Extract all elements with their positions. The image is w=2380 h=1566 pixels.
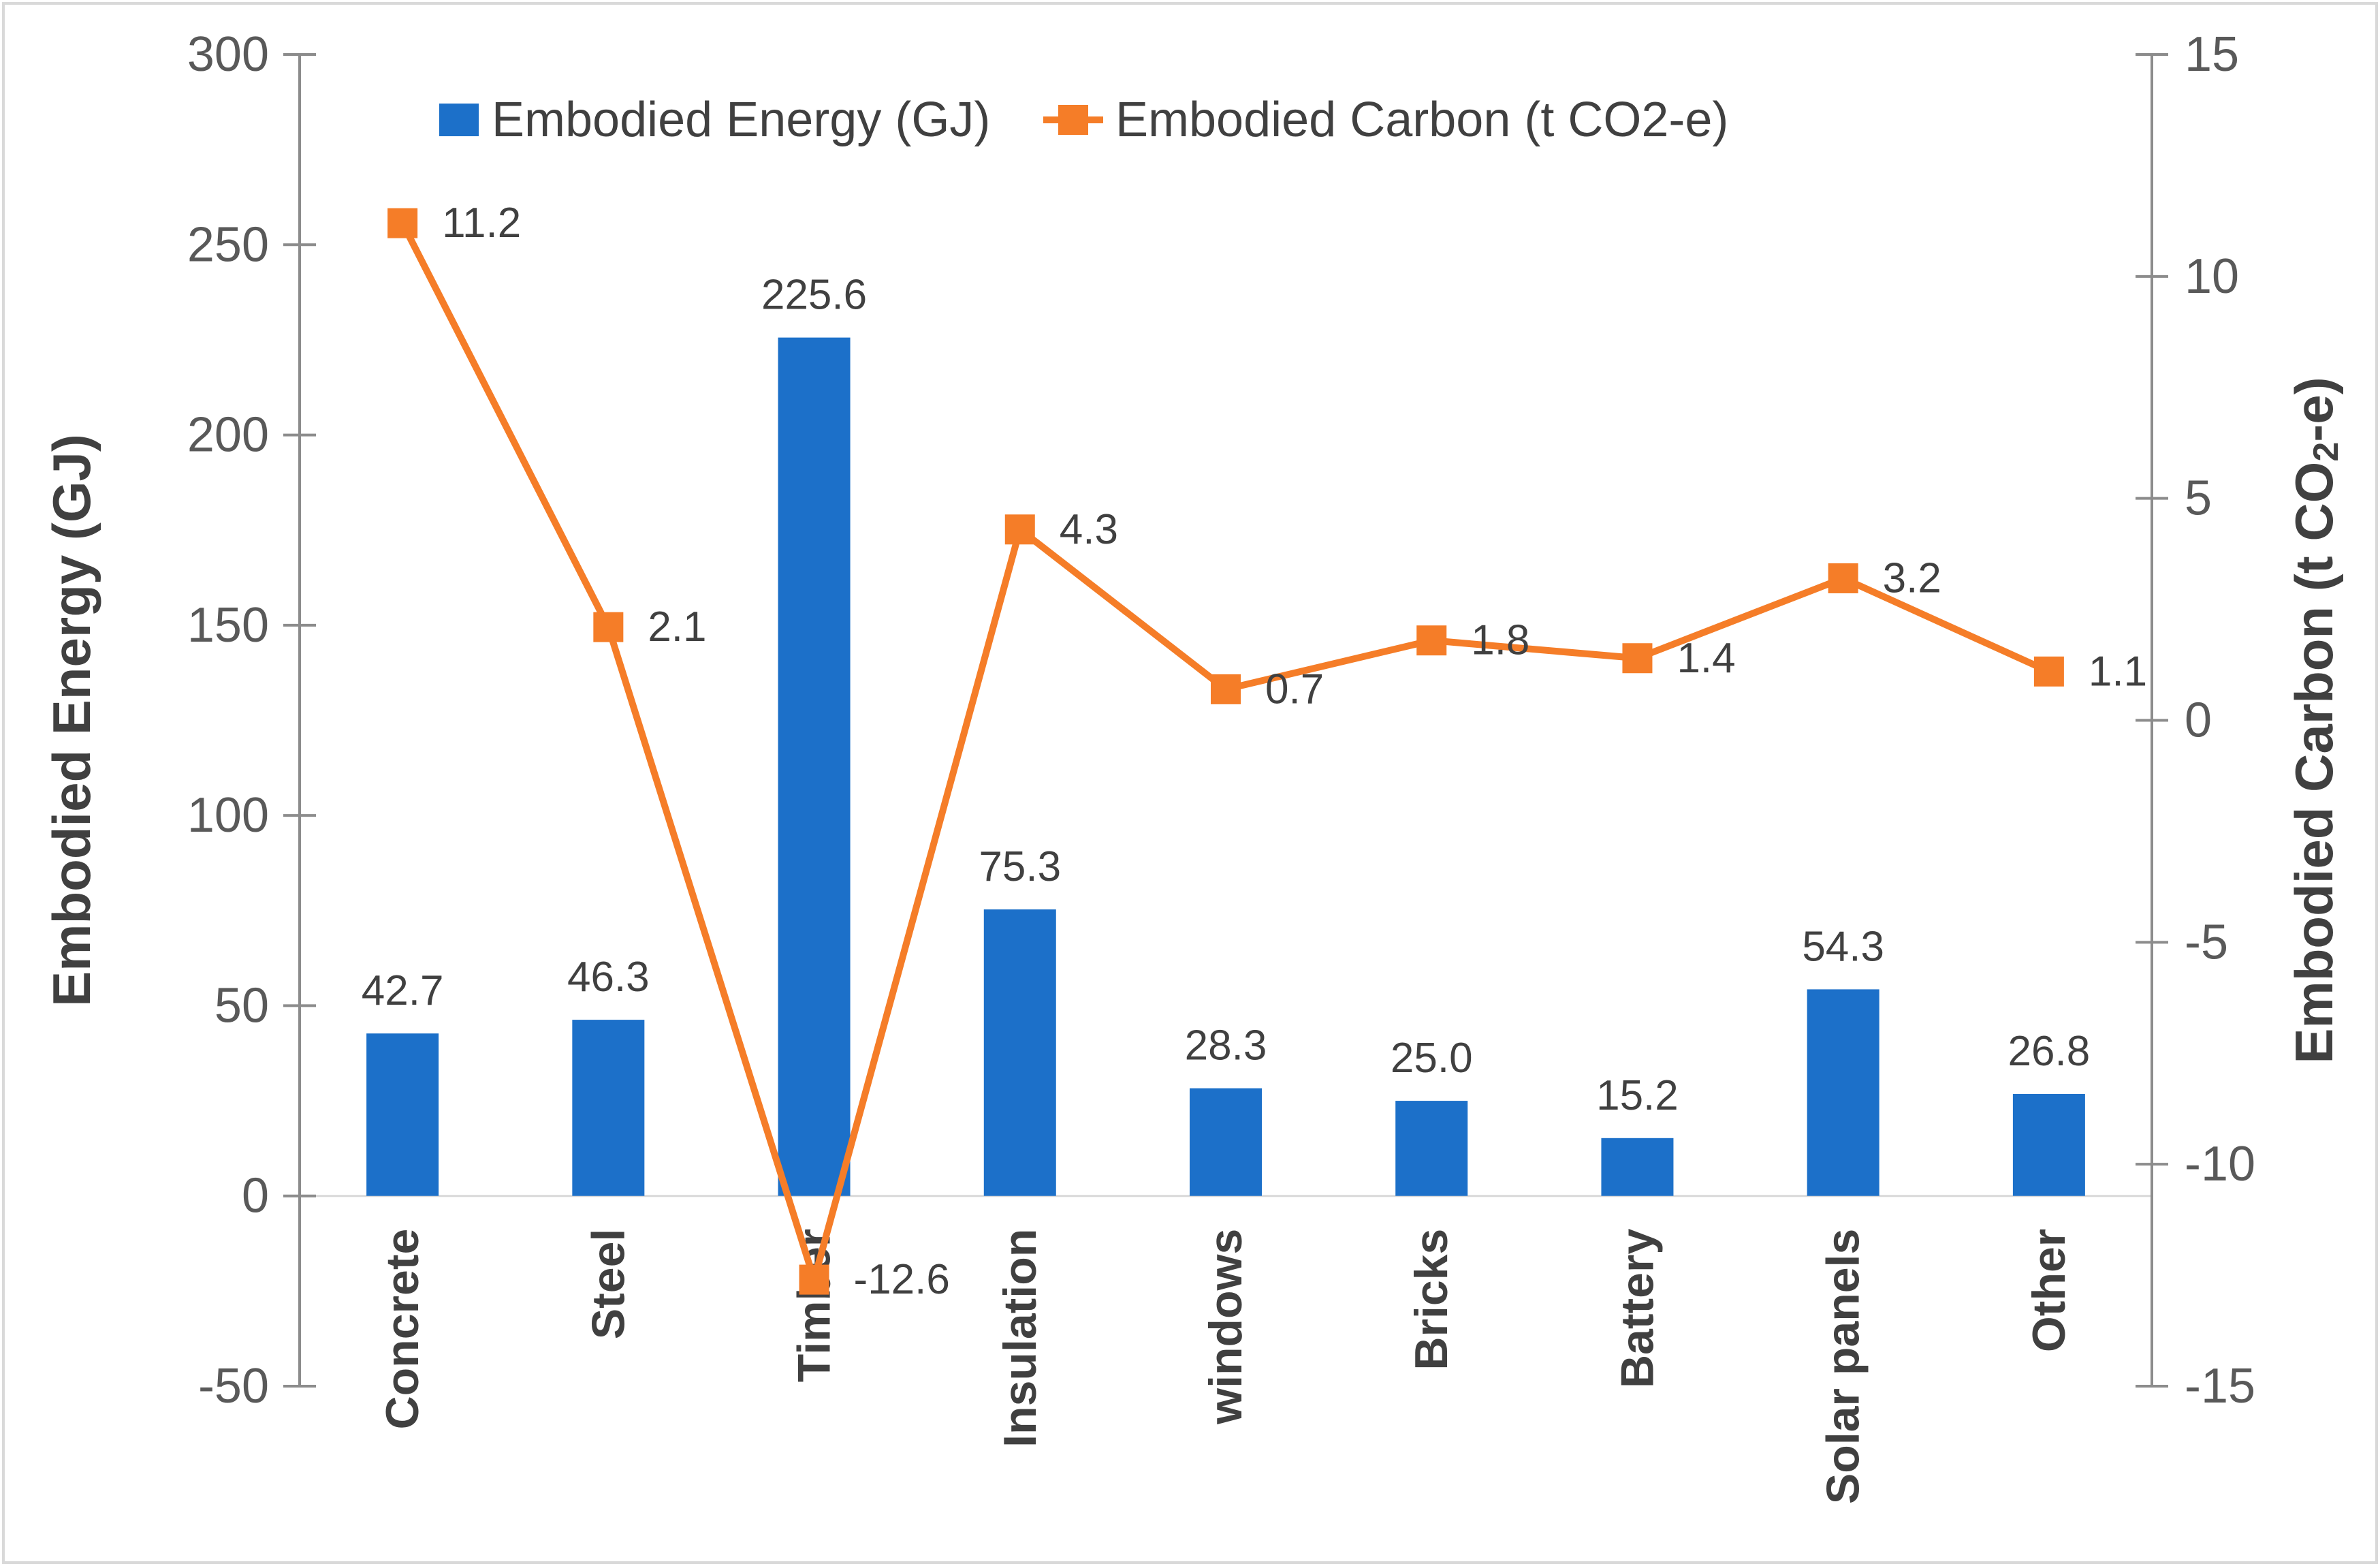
line-value-label-8: 1.1 xyxy=(2089,648,2147,695)
left-axis-tick-label: 200 xyxy=(187,408,269,463)
right-axis-tick-label: -15 xyxy=(2185,1359,2255,1413)
bar-7 xyxy=(1807,989,1879,1196)
line-value-label-4: 0.7 xyxy=(1265,665,1324,712)
bar-value-label-4: 28.3 xyxy=(1185,1022,1267,1069)
bar-value-label-8: 26.8 xyxy=(2008,1028,2091,1075)
left-axis-tick-label: 50 xyxy=(215,978,269,1033)
left-axis-tick-label: 150 xyxy=(187,598,269,653)
line-value-label-0: 11.2 xyxy=(442,200,521,247)
line-marker-0 xyxy=(387,208,418,238)
line-marker-2 xyxy=(799,1264,829,1295)
right-axis-title: Embodied Carbon (t CO2-e) xyxy=(2284,377,2346,1063)
category-label-8: Other xyxy=(2023,1229,2075,1352)
left-axis-tick-label: 300 xyxy=(187,27,269,82)
right-axis-tick-label: 0 xyxy=(2185,693,2212,748)
line-value-label-1: 2.1 xyxy=(648,604,706,651)
bar-2 xyxy=(778,337,851,1196)
right-axis-tick-label: -10 xyxy=(2185,1137,2255,1191)
line-marker-1 xyxy=(593,612,624,642)
category-label-3: Insulation xyxy=(994,1229,1046,1447)
category-label-1: Steel xyxy=(582,1229,634,1340)
bar-1 xyxy=(572,1020,645,1196)
left-axis-tick-label: -50 xyxy=(198,1359,269,1413)
right-axis-tick-label: 10 xyxy=(2185,249,2239,304)
bar-value-label-0: 42.7 xyxy=(362,967,444,1014)
line-marker-4 xyxy=(1211,674,1241,704)
left-axis-title: Embodied Energy (GJ) xyxy=(42,434,101,1007)
right-axis-tick-label: 15 xyxy=(2185,27,2239,82)
category-label-7: Solar panels xyxy=(1818,1229,1869,1504)
left-axis-tick-label: 0 xyxy=(242,1169,269,1223)
line-marker-3 xyxy=(1004,514,1035,545)
category-label-6: Battery xyxy=(1611,1229,1663,1388)
left-axis-tick-label: 250 xyxy=(187,217,269,272)
category-label-2: Timber xyxy=(789,1229,840,1382)
line-value-label-7: 3.2 xyxy=(1883,554,1941,601)
line-marker-7 xyxy=(1828,563,1858,593)
bar-8 xyxy=(2012,1094,2085,1196)
bar-0 xyxy=(366,1033,439,1196)
legend-energy-swatch-icon xyxy=(439,104,479,136)
category-label-0: Concrete xyxy=(377,1229,428,1430)
bar-value-label-6: 15.2 xyxy=(1596,1072,1679,1119)
line-value-label-2: -12.6 xyxy=(854,1256,950,1303)
bar-value-label-5: 25.0 xyxy=(1391,1035,1473,1082)
legend-carbon-label: Embodied Carbon (t CO2-e) xyxy=(1115,93,1728,147)
line-value-label-3: 4.3 xyxy=(1060,506,1118,553)
bar-value-label-2: 225.6 xyxy=(761,272,867,319)
bar-value-label-1: 46.3 xyxy=(567,954,650,1001)
right-axis-tick-label: -5 xyxy=(2185,915,2228,969)
bar-3 xyxy=(983,909,1056,1196)
right-axis-tick-label: 5 xyxy=(2185,471,2212,526)
line-marker-8 xyxy=(2033,656,2064,687)
line-value-label-5: 1.8 xyxy=(1471,617,1529,664)
bar-5 xyxy=(1395,1101,1468,1196)
bar-4 xyxy=(1190,1088,1262,1196)
line-marker-5 xyxy=(1416,625,1447,656)
legend-energy-label: Embodied Energy (GJ) xyxy=(492,93,990,147)
bar-value-label-3: 75.3 xyxy=(979,843,1061,890)
category-label-4: windows xyxy=(1200,1229,1252,1425)
legend-carbon-marker-icon xyxy=(1058,105,1088,135)
left-axis-tick-label: 100 xyxy=(187,788,269,843)
category-label-5: Bricks xyxy=(1406,1229,1457,1371)
line-marker-6 xyxy=(1622,643,1653,674)
bar-6 xyxy=(1601,1138,1674,1196)
line-value-label-6: 1.4 xyxy=(1677,635,1735,682)
bar-value-label-7: 54.3 xyxy=(1802,923,1884,970)
